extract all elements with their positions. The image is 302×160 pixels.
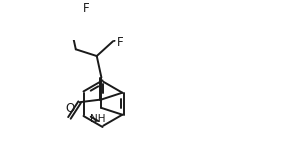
Text: F: F [117, 36, 124, 49]
Text: O: O [66, 102, 75, 115]
Text: F: F [82, 2, 89, 15]
Text: NH: NH [90, 114, 106, 124]
